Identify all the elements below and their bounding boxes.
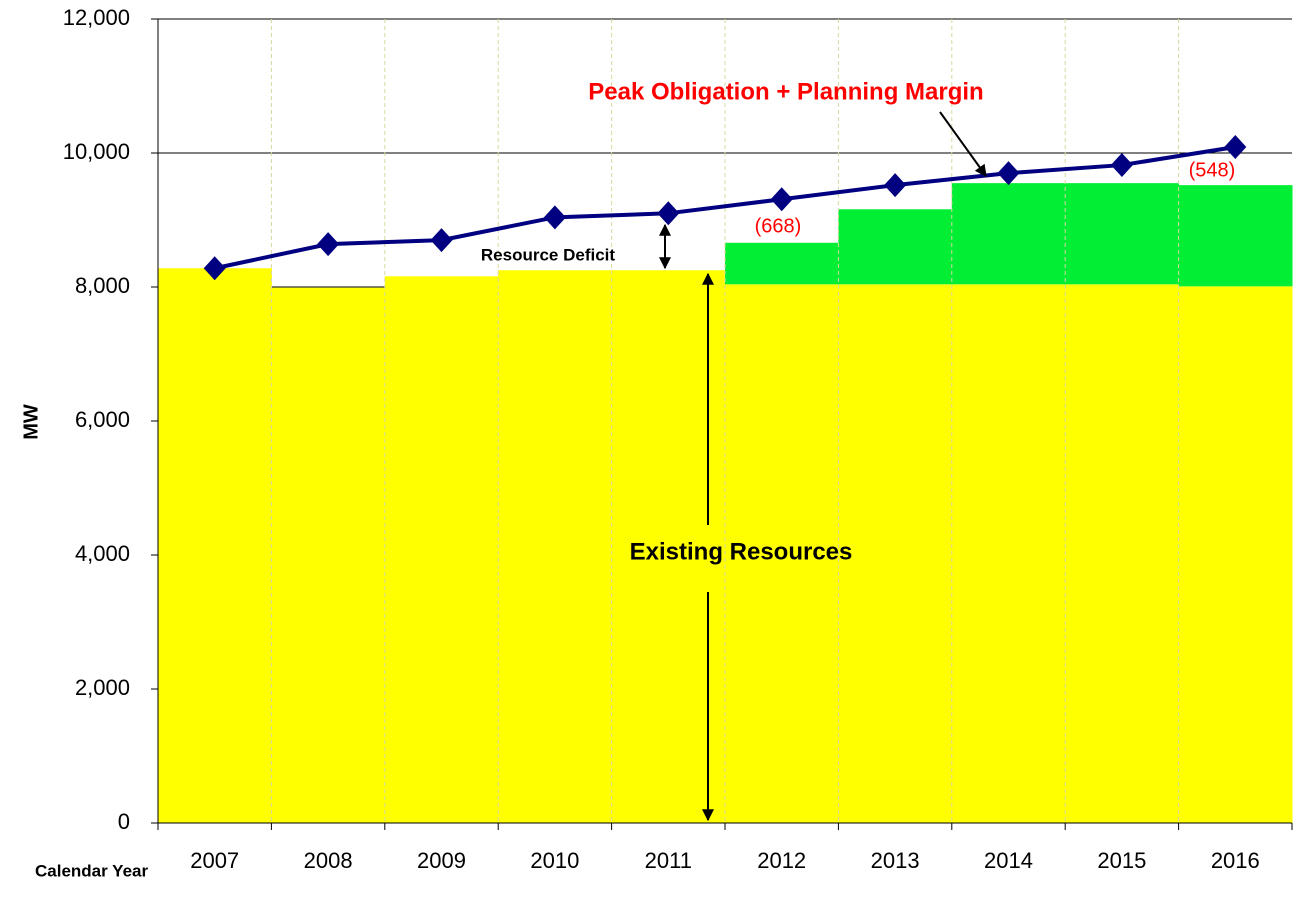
y-tick-label: 4,000 (75, 541, 130, 566)
bar-segment (271, 287, 386, 823)
marker (203, 256, 226, 281)
x-tick-label: 2007 (190, 848, 239, 873)
marker (657, 201, 680, 226)
marker (884, 173, 907, 198)
x-tick-label: 2008 (304, 848, 353, 873)
marker (543, 205, 566, 230)
x-tick-label: 2013 (871, 848, 920, 873)
marker (997, 161, 1020, 186)
annotation: Existing Resources (630, 538, 853, 565)
bar-segment (838, 209, 953, 285)
y-tick-label: 2,000 (75, 675, 130, 700)
bar-segment (158, 268, 272, 823)
x-tick-label: 2011 (645, 848, 692, 873)
bar-segment (1065, 284, 1180, 823)
marker (1110, 153, 1133, 178)
bar-segment (384, 276, 499, 823)
marker (770, 187, 793, 212)
marker (430, 228, 453, 253)
x-tick-label: 2014 (984, 848, 1033, 873)
x-tick-label: 2016 (1211, 848, 1260, 873)
x-tick-label: 2012 (757, 848, 806, 873)
bar-segment (611, 270, 726, 823)
arrow (939, 111, 987, 177)
x-tick-label: 2015 (1097, 848, 1146, 873)
bar-segment (1178, 286, 1293, 824)
marker (1224, 134, 1247, 159)
annotation: (548) (1189, 159, 1236, 181)
y-axis-label: MW (20, 404, 42, 440)
line-series (214, 144, 1236, 271)
y-tick-label: 6,000 (75, 407, 130, 432)
x-axis-label: Calendar Year (35, 861, 148, 880)
annotation: Peak Obligation + Planning Margin (588, 78, 983, 105)
y-tick-label: 12,000 (63, 5, 130, 30)
bar-segment (1065, 183, 1180, 285)
y-tick-label: 8,000 (75, 273, 130, 298)
bar-segment (725, 242, 839, 285)
annotation: Resource Deficit (481, 245, 615, 264)
bar-segment (725, 284, 839, 823)
marker (317, 232, 340, 257)
bar-segment (498, 270, 613, 823)
y-tick-label: 10,000 (63, 139, 130, 164)
bar-segment (838, 284, 953, 823)
x-tick-label: 2010 (530, 848, 579, 873)
bar-segment (1178, 185, 1293, 287)
x-tick-label: 2009 (417, 848, 466, 873)
annotation: (668) (755, 215, 802, 237)
y-tick-label: 0 (118, 809, 130, 834)
bar-segment (951, 183, 1066, 285)
bar-segment (951, 284, 1066, 823)
